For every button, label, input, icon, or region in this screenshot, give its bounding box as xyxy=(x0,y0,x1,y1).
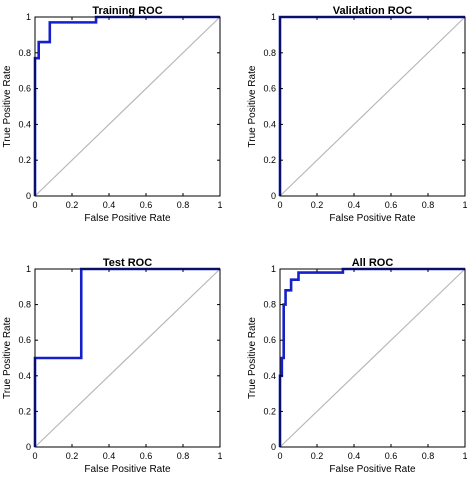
validation-x-tick-label: 0.2 xyxy=(311,200,324,210)
training-y-axis-label: True Positive Rate xyxy=(2,65,13,147)
all-y-tick-label: 0 xyxy=(271,442,276,452)
all-x-tick-label: 0.2 xyxy=(311,451,324,461)
all-x-tick-label: 0.6 xyxy=(385,451,398,461)
validation-y-axis-label: True Positive Rate xyxy=(247,65,258,147)
validation-x-axis-label: False Positive Rate xyxy=(329,213,416,224)
all-y-tick-label: 0.2 xyxy=(263,406,276,416)
training-x-tick-label: 0 xyxy=(32,200,37,210)
all-roc-chart: 0 0.2 0.4 0.6 0.8 1 0 0.2 0.4 0.6 0.8 1 All ROC False… xyxy=(247,257,468,475)
validation-y-tick-label: 1 xyxy=(271,12,276,22)
all-chart-title: All ROC xyxy=(352,257,394,269)
test-axes-box xyxy=(34,268,221,448)
all-roc-curve xyxy=(278,267,465,447)
test-chart-title: Test ROC xyxy=(103,257,152,269)
training-x-axis-label: False Positive Rate xyxy=(84,213,171,224)
all-x-tick-label: 1 xyxy=(462,451,467,461)
all-x-axis-label: False Positive Rate xyxy=(329,464,416,475)
validation-y-tick-label: 0.8 xyxy=(263,48,276,58)
all-y-tick-label: 0.6 xyxy=(263,335,276,345)
all-x-tick-label: 0 xyxy=(277,451,282,461)
test-y-tick-label: 0.6 xyxy=(18,335,31,345)
test-y-tick-label: 0.2 xyxy=(18,406,31,416)
test-x-tick-label: 0.6 xyxy=(140,451,153,461)
all-y-tick-label: 0.8 xyxy=(263,300,276,310)
all-axes-box xyxy=(279,268,466,448)
test-x-tick-label: 0.4 xyxy=(103,451,116,461)
training-x-tick-label: 0.2 xyxy=(66,200,79,210)
test-x-tick-label: 0.2 xyxy=(66,451,79,461)
validation-roc-chart: 0 0.2 0.4 0.6 0.8 1 0 0.2 0.4 0.6 0.8 1 Validation R… xyxy=(247,5,468,224)
test-roc-chart: 0 0.2 0.4 0.6 0.8 1 0 0.2 0.4 0.6 0.8 1 Test ROC Fals… xyxy=(2,257,223,475)
training-axes-box xyxy=(34,16,221,197)
validation-x-tick-label: 0 xyxy=(277,200,282,210)
test-diagonal-line xyxy=(34,268,221,448)
all-diagonal-line xyxy=(279,268,466,448)
training-diagonal-line xyxy=(34,16,221,197)
test-x-axis-label: False Positive Rate xyxy=(84,464,171,475)
validation-chart-title: Validation ROC xyxy=(333,5,413,17)
validation-y-tick-label: 0.2 xyxy=(263,155,276,165)
training-y-tick-label: 0.6 xyxy=(18,84,31,94)
validation-x-tick-label: 1 xyxy=(462,200,467,210)
test-y-tick-label: 1 xyxy=(26,264,31,274)
test-x-tick-label: 0.8 xyxy=(177,451,190,461)
test-x-tick-label: 0 xyxy=(32,451,37,461)
all-y-tick-label: 1 xyxy=(271,264,276,274)
training-y-tick-label: 0.4 xyxy=(18,119,31,129)
validation-diagonal-line xyxy=(279,16,466,197)
all-y-axis-label: True Positive Rate xyxy=(247,317,258,399)
training-y-tick-label: 0 xyxy=(26,191,31,201)
validation-x-tick-label: 0.4 xyxy=(348,200,361,210)
validation-y-tick-label: 0.4 xyxy=(263,119,276,129)
validation-y-tick-label: 0.6 xyxy=(263,84,276,94)
validation-axes-box xyxy=(279,16,466,197)
validation-x-tick-label: 0.6 xyxy=(385,200,398,210)
training-x-tick-label: 0.4 xyxy=(103,200,116,210)
training-roc-curve xyxy=(33,15,220,196)
training-y-tick-label: 1 xyxy=(26,12,31,22)
training-x-tick-label: 1 xyxy=(217,200,222,210)
training-x-tick-label: 0.8 xyxy=(177,200,190,210)
training-x-tick-label: 0.6 xyxy=(140,200,153,210)
test-y-tick-label: 0.8 xyxy=(18,300,31,310)
test-x-tick-label: 1 xyxy=(217,451,222,461)
training-y-tick-label: 0.2 xyxy=(18,155,31,165)
validation-x-tick-label: 0.8 xyxy=(422,200,435,210)
training-chart-title: Training ROC xyxy=(92,5,162,17)
training-roc-chart: 0 0.2 0.4 0.6 0.8 1 0 0.2 0.4 0.6 0.8 1 Training ROC… xyxy=(2,5,223,224)
all-x-tick-label: 0.8 xyxy=(422,451,435,461)
test-y-tick-label: 0 xyxy=(26,442,31,452)
all-y-tick-label: 0.4 xyxy=(263,371,276,381)
all-x-tick-label: 0.4 xyxy=(348,451,361,461)
validation-y-tick-label: 0 xyxy=(271,191,276,201)
test-y-axis-label: True Positive Rate xyxy=(2,317,13,399)
training-y-tick-label: 0.8 xyxy=(18,48,31,58)
test-y-tick-label: 0.4 xyxy=(18,371,31,381)
